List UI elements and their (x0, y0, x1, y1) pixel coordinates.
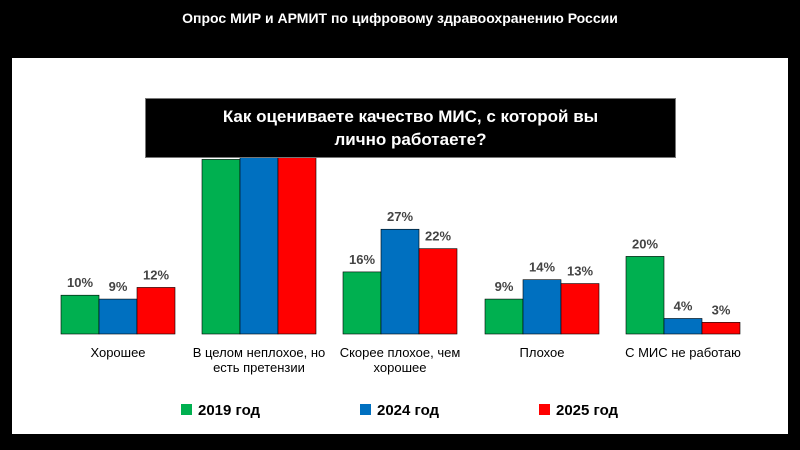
bar-3-0 (484, 298, 524, 335)
question-title: Как оцениваете качество МИС, с которой в… (145, 98, 676, 158)
value-label-2-2: 22% (425, 229, 451, 244)
bar-0-2 (136, 287, 176, 335)
legend-swatch-2 (539, 404, 550, 415)
category-label-1-1: есть претензии (213, 360, 305, 375)
bar-4-1 (663, 318, 703, 335)
value-label-4-2: 3% (712, 302, 731, 317)
category-label-1-0: В целом неплохое, но (193, 345, 326, 360)
value-label-4-1: 4% (674, 298, 693, 313)
bar-2-1 (380, 228, 420, 335)
bars-group (60, 139, 741, 335)
legend-swatch-0 (181, 404, 192, 415)
bar-1-2 (277, 139, 317, 335)
value-label-3-1: 14% (529, 260, 555, 275)
bar-1-1 (239, 155, 279, 335)
legend: 2019 год 2024 год 2025 год (181, 402, 619, 419)
bar-2-2 (418, 248, 458, 335)
bar-0-1 (98, 298, 138, 335)
bar-2-0 (342, 271, 382, 335)
value-label-4-0: 20% (632, 236, 658, 251)
value-label-0-0: 10% (67, 275, 93, 290)
category-label-2-0: Скорее плохое, чем (340, 345, 461, 360)
category-label-2-1: хорошее (374, 360, 427, 375)
legend-label-2: 2025 год (556, 402, 619, 419)
bar-0-0 (60, 294, 100, 335)
legend-label-1: 2024 год (377, 402, 440, 419)
category-label-0-0: Хорошее (90, 345, 145, 360)
value-label-3-2: 13% (567, 264, 593, 279)
category-label-3-0: Плохое (520, 345, 565, 360)
value-label-2-0: 16% (349, 252, 375, 267)
bar-3-1 (522, 279, 562, 335)
bar-1-0 (201, 159, 241, 335)
bar-4-0 (625, 256, 665, 335)
legend-swatch-1 (360, 404, 371, 415)
legend-label-0: 2019 год (198, 402, 261, 419)
category-label-4-0: С МИС не работаю (625, 345, 741, 360)
value-label-3-0: 9% (495, 279, 514, 294)
value-label-0-1: 9% (109, 279, 128, 294)
value-label-0-2: 12% (143, 267, 169, 282)
bar-4-2 (701, 322, 741, 335)
bar-3-2 (560, 283, 600, 335)
value-label-2-1: 27% (387, 209, 413, 224)
page-header-title: Опрос МИР и АРМИТ по цифровому здравоохр… (182, 10, 618, 26)
